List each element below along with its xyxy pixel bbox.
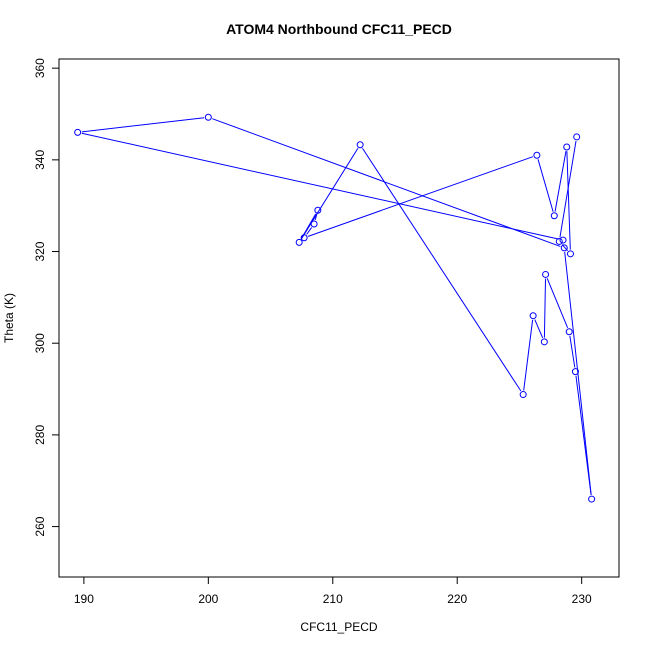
data-point bbox=[563, 143, 571, 151]
data-point bbox=[204, 113, 212, 121]
series-segment bbox=[81, 117, 205, 133]
data-point bbox=[588, 495, 596, 503]
series-segment bbox=[81, 132, 560, 240]
series-segment bbox=[523, 319, 534, 391]
series-segment bbox=[569, 335, 576, 368]
data-point bbox=[566, 250, 574, 258]
data-point bbox=[565, 328, 573, 336]
data-point bbox=[542, 270, 550, 278]
x-axis: 190 200 210 220 230 bbox=[74, 576, 592, 606]
y-axis-label: Theta (K) bbox=[2, 293, 16, 343]
series-segment bbox=[314, 214, 318, 221]
series-segment bbox=[559, 140, 577, 238]
data-point bbox=[519, 391, 527, 399]
data-point bbox=[573, 133, 581, 141]
series-segment bbox=[307, 156, 534, 237]
data-point bbox=[295, 238, 303, 246]
x-tick-label: 230 bbox=[572, 592, 592, 606]
y-axis: 260 280 300 320 340 360 bbox=[33, 58, 60, 537]
series-segment bbox=[566, 151, 571, 250]
data-point bbox=[540, 338, 548, 346]
data-point bbox=[555, 237, 563, 245]
data-point bbox=[559, 236, 567, 244]
series-segment bbox=[546, 278, 569, 329]
y-tick-label: 360 bbox=[33, 58, 47, 78]
series-segment bbox=[575, 375, 592, 495]
x-tick-label: 210 bbox=[323, 592, 343, 606]
data-point bbox=[356, 141, 364, 149]
y-tick-label: 280 bbox=[33, 425, 47, 445]
series-segment bbox=[554, 151, 567, 212]
data-point bbox=[300, 234, 308, 242]
series-segment bbox=[543, 278, 547, 338]
x-tick-label: 200 bbox=[198, 592, 218, 606]
data-point bbox=[533, 151, 541, 159]
y-tick-label: 340 bbox=[33, 150, 47, 170]
chart-title: ATOM4 Northbound CFC11_PECD bbox=[226, 21, 452, 37]
data-point bbox=[529, 312, 537, 320]
series-segment bbox=[537, 159, 554, 212]
series-segment bbox=[534, 319, 544, 339]
data-point bbox=[560, 244, 568, 252]
data-point bbox=[74, 128, 82, 136]
y-tick-label: 300 bbox=[33, 333, 47, 353]
data-point bbox=[314, 206, 322, 214]
series-layer bbox=[74, 113, 596, 503]
data-point bbox=[571, 368, 579, 376]
x-tick-label: 190 bbox=[74, 592, 94, 606]
x-axis-label: CFC11_PECD bbox=[300, 620, 377, 634]
series-segment bbox=[212, 118, 561, 247]
series-segment bbox=[362, 147, 522, 392]
y-tick-label: 260 bbox=[33, 516, 47, 536]
y-tick-label: 320 bbox=[33, 241, 47, 261]
data-point bbox=[310, 220, 318, 228]
series-segment bbox=[306, 227, 313, 235]
data-point bbox=[550, 212, 558, 220]
x-tick-label: 220 bbox=[447, 592, 467, 606]
